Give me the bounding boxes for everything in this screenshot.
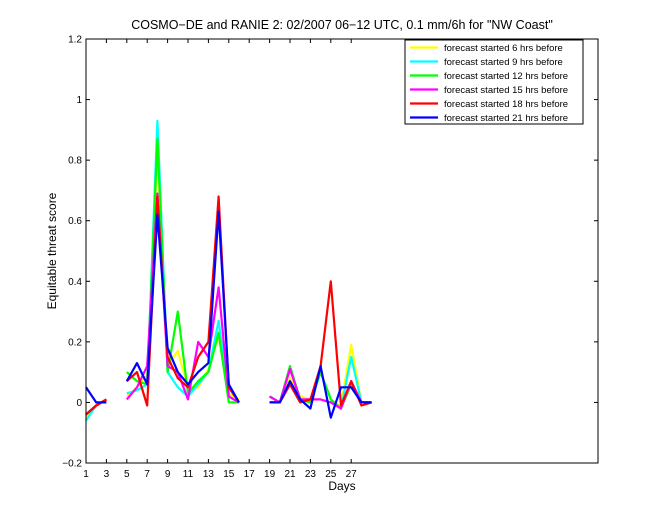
x-tick-label: 21 [284, 469, 296, 480]
y-axis: −0.2 0 0.2 0.4 0.6 0.8 1 1.2 [62, 35, 598, 470]
x-tick-label: 13 [203, 469, 215, 480]
x-tick-label: 7 [144, 469, 150, 480]
y-tick-label: 0.2 [68, 337, 82, 348]
x-tick-label: 19 [264, 469, 276, 480]
y-tick-label: 1 [76, 95, 82, 106]
y-tick-label: 0.6 [68, 216, 82, 227]
series-line-4-segment-2 [125, 192, 240, 404]
x-axis: 1 3 5 7 9 11 13 15 17 19 21 23 25 27 [83, 39, 357, 480]
series-line-6-segment-2 [125, 210, 240, 403]
legend-label: forecast started 9 hrs before [444, 57, 563, 68]
y-tick-label: 0.8 [68, 156, 82, 167]
x-tick-label: 11 [183, 469, 194, 480]
legend-label: forecast started 18 hrs before [444, 99, 568, 110]
series-line-3-segment-2 [126, 137, 239, 404]
plot-frame [85, 38, 599, 464]
legend-label: forecast started 15 hrs before [444, 85, 568, 96]
y-tick-label: 0.4 [68, 277, 82, 288]
x-tick-label: 27 [346, 469, 358, 480]
series-line-6-segment-1 [85, 386, 107, 404]
y-tick-label: 1.2 [68, 35, 82, 46]
x-tick-label: 25 [325, 469, 337, 480]
x-tick-label: 17 [244, 469, 256, 480]
x-axis-label: Days [328, 479, 355, 493]
y-tick-label: −0.2 [62, 459, 82, 470]
x-tick-label: 23 [305, 469, 317, 480]
x-tick-label: 3 [104, 469, 110, 480]
x-tick-label: 1 [83, 469, 89, 480]
x-tick-label: 5 [124, 469, 130, 480]
x-tick-label: 15 [223, 469, 235, 480]
x-tick-label: 9 [165, 469, 171, 480]
series-line-6-segment-3 [269, 365, 372, 419]
chart-title: COSMO−DE and RANIE 2: 02/2007 06−12 UTC,… [131, 18, 553, 32]
legend-label: forecast started 21 hrs before [444, 113, 568, 124]
legend-box [404, 39, 584, 125]
legend-label: forecast started 12 hrs before [444, 71, 568, 82]
y-tick-label: 0 [76, 398, 82, 409]
y-axis-label: Equitable threat score [45, 192, 59, 309]
series-line-2-segment-2 [126, 119, 240, 404]
legend: forecast started 6 hrs before forecast st… [404, 39, 584, 125]
legend-label: forecast started 6 hrs before [444, 43, 563, 54]
series-layer [85, 119, 372, 422]
